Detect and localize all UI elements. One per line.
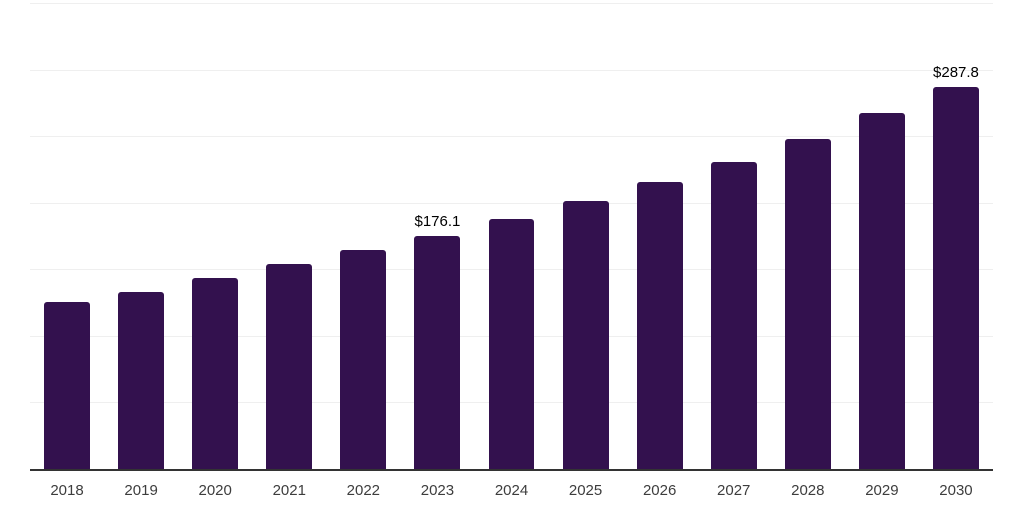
bar-value-label-2030: $287.8 [933, 63, 979, 81]
gridline [30, 136, 993, 138]
bar-2020 [192, 277, 239, 470]
x-tick-label-2029: 2029 [865, 482, 899, 499]
bar-2026 [636, 182, 683, 470]
x-tick-label-2024: 2024 [494, 482, 529, 499]
bar-2025 [562, 201, 609, 470]
x-tick-label-2021: 2021 [272, 482, 306, 499]
x-tick-label-2018: 2018 [50, 482, 84, 499]
x-tick-label-2022: 2022 [346, 482, 381, 499]
gridline [30, 69, 993, 71]
x-tick-label-2028: 2028 [791, 482, 825, 499]
bar-value-label-2023: $176.1 [414, 212, 461, 230]
x-tick-label-2020: 2020 [198, 482, 232, 499]
bar-2024 [488, 219, 535, 470]
x-axis-line [30, 469, 993, 471]
bar-2029 [858, 112, 905, 470]
bar-2023 [414, 235, 461, 470]
bar-2019 [118, 291, 165, 470]
gridline [30, 202, 993, 204]
x-tick-label-2026: 2026 [642, 482, 677, 499]
bar-2018 [44, 301, 90, 470]
x-tick-label-2019: 2019 [124, 482, 158, 499]
bar-2030 [932, 86, 979, 470]
x-tick-label-2027: 2027 [717, 482, 751, 499]
gridline [30, 3, 993, 4]
bar-labels-layer: $176.1 $287.8 [30, 4, 993, 470]
x-tick-label-2023: 2023 [420, 482, 455, 499]
bar-2027 [710, 161, 757, 470]
plot-area: $176.1 $287.8 [30, 3, 993, 471]
x-tick-label-2030: 2030 [939, 482, 973, 499]
bar-2022 [340, 250, 387, 470]
bar-2021 [266, 264, 313, 470]
x-tick-label-2025: 2025 [568, 482, 603, 499]
bar-2028 [784, 138, 831, 470]
